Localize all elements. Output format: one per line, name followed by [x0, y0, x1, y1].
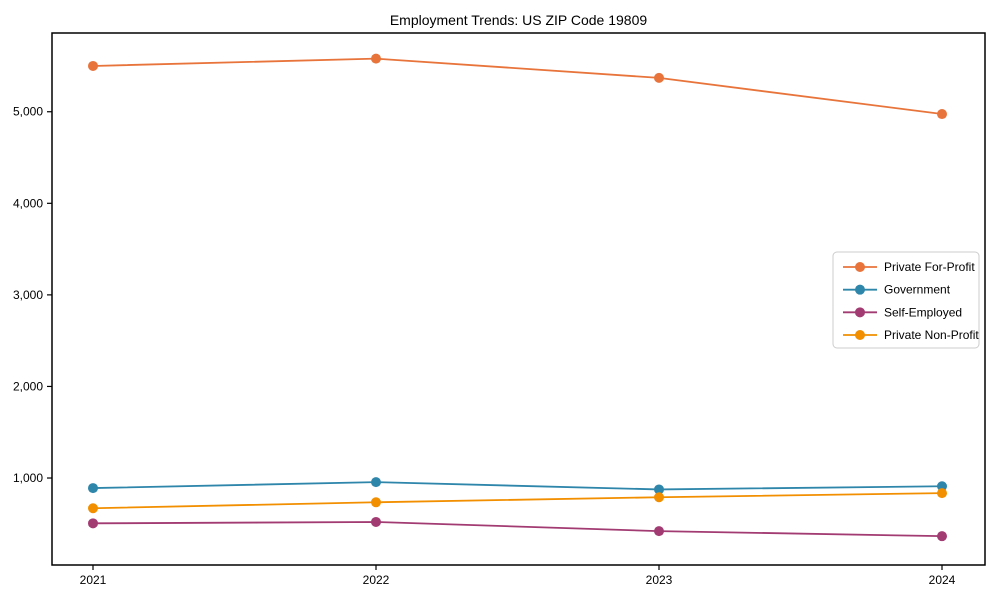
legend-swatch-marker: [855, 330, 865, 340]
data-point-marker: [654, 72, 664, 83]
series-line: [92, 492, 943, 510]
legend-swatch-marker: [855, 284, 865, 295]
x-axis-tick-label: 2021: [80, 573, 107, 587]
data-point-marker: [371, 516, 381, 527]
data-point-marker: [937, 531, 947, 542]
data-point-marker: [937, 488, 947, 499]
legend-label: Government: [884, 283, 951, 297]
data-point-marker: [654, 492, 664, 503]
legend-label: Self-Employed: [884, 305, 962, 319]
chart-title: Employment Trends: US ZIP Code 19809: [389, 12, 648, 28]
x-axis-tick-label: 2022: [363, 573, 390, 587]
data-point-marker: [371, 477, 381, 488]
plot-border: [51, 32, 986, 566]
data-point-marker: [654, 526, 664, 537]
legend-label: Private For-Profit: [884, 260, 975, 274]
series-line: [92, 57, 943, 115]
data-point-marker: [88, 483, 98, 494]
x-axis-tick-label: 2024: [929, 573, 956, 587]
data-point-marker: [371, 497, 381, 508]
data-point-marker: [88, 503, 98, 514]
legend-swatch-marker: [855, 307, 865, 318]
series-line: [92, 521, 943, 538]
data-point-marker: [937, 109, 947, 120]
y-axis-tick-label: 2,000: [13, 379, 43, 393]
legend-box: [832, 251, 980, 349]
data-point-marker: [88, 518, 98, 529]
legend-label: Private Non-Profit: [884, 328, 979, 342]
data-point-marker: [937, 481, 947, 492]
x-axis-tick-label: 2023: [646, 573, 673, 587]
data-point-marker: [88, 60, 98, 71]
legend-swatch-marker: [855, 262, 865, 272]
legend: Private For-Profit Government Self-Employe…: [832, 251, 980, 349]
y-axis-tick-label: 1,000: [13, 471, 43, 485]
data-point-marker: [371, 53, 381, 64]
y-axis-tick-label: 5,000: [13, 105, 43, 119]
series-line: [92, 481, 943, 491]
y-axis-tick-label: 4,000: [13, 196, 43, 210]
data-point-marker: [654, 484, 664, 495]
y-axis-tick-label: 3,000: [13, 288, 43, 302]
